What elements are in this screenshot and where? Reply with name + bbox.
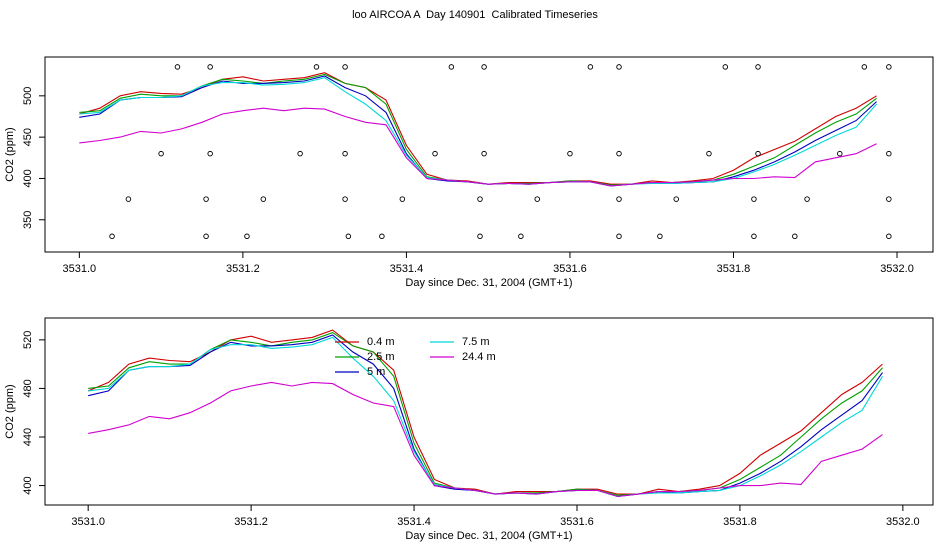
series-line bbox=[79, 75, 877, 187]
status-point bbox=[886, 233, 892, 240]
status-point bbox=[297, 150, 303, 157]
status-point bbox=[174, 64, 181, 70]
status-point bbox=[722, 64, 729, 70]
x-tick-label: 3531.0 bbox=[71, 516, 105, 528]
x-tick-label: 3531.8 bbox=[723, 516, 757, 528]
status-point bbox=[755, 150, 761, 157]
series-line bbox=[79, 77, 878, 187]
status-point bbox=[481, 150, 487, 157]
status-point bbox=[481, 64, 487, 70]
status-point bbox=[886, 64, 892, 70]
status-point bbox=[751, 233, 757, 240]
y-axis-title: CO2 (ppm) bbox=[4, 127, 16, 181]
status-point bbox=[342, 196, 348, 202]
x-tick-label: 3531.2 bbox=[226, 263, 260, 275]
status-point bbox=[861, 64, 868, 70]
status-point bbox=[260, 196, 267, 202]
y-tick-label: 400 bbox=[22, 169, 34, 187]
x-tick-label: 3532.0 bbox=[880, 263, 914, 275]
status-point bbox=[203, 233, 209, 240]
series-line bbox=[79, 107, 877, 187]
status-point bbox=[616, 233, 622, 240]
legend-label: 7.5 m bbox=[462, 336, 490, 348]
x-tick-label: 3531.8 bbox=[717, 263, 751, 275]
status-point bbox=[706, 150, 712, 157]
status-point bbox=[313, 64, 320, 70]
status-point bbox=[886, 150, 892, 157]
status-point bbox=[207, 64, 213, 70]
y-tick-label: 400 bbox=[22, 476, 34, 494]
y-axis-title: CO2 (ppm) bbox=[4, 384, 16, 438]
status-point bbox=[158, 150, 164, 157]
x-tick-label: 3531.0 bbox=[63, 263, 97, 275]
legend-label: 2.5 m bbox=[367, 351, 395, 363]
status-point bbox=[432, 150, 438, 157]
x-tick-label: 3531.2 bbox=[234, 516, 268, 528]
status-point bbox=[379, 233, 385, 240]
status-point bbox=[616, 196, 622, 202]
x-tick-label: 3531.4 bbox=[397, 516, 431, 528]
legend-label: 0.4 m bbox=[367, 336, 395, 348]
y-tick-label: 480 bbox=[22, 379, 34, 397]
status-point bbox=[399, 196, 406, 202]
status-point bbox=[342, 64, 348, 70]
status-point bbox=[125, 196, 132, 202]
status-point bbox=[804, 196, 810, 202]
x-axis-title: Day since Dec. 31, 2004 (GMT+1) bbox=[405, 277, 572, 289]
status-point bbox=[792, 233, 798, 240]
status-point bbox=[203, 196, 209, 202]
x-tick-label: 3531.6 bbox=[553, 263, 587, 275]
plot-box bbox=[44, 56, 934, 253]
status-point bbox=[886, 196, 892, 202]
status-point bbox=[837, 150, 843, 157]
status-point bbox=[244, 233, 250, 240]
y-tick-label: 500 bbox=[22, 87, 34, 105]
y-tick-label: 350 bbox=[22, 211, 34, 229]
status-point bbox=[518, 233, 524, 240]
status-point bbox=[567, 150, 573, 157]
status-point bbox=[477, 233, 483, 240]
status-point bbox=[616, 150, 622, 157]
status-point bbox=[755, 64, 761, 70]
y-tick-label: 450 bbox=[22, 128, 34, 146]
y-tick-label: 520 bbox=[22, 331, 34, 349]
y-tick-label: 440 bbox=[22, 428, 34, 446]
status-point bbox=[657, 233, 663, 240]
legend-label: 24.4 m bbox=[462, 351, 496, 363]
status-point bbox=[207, 150, 213, 157]
x-axis-title: Day since Dec. 31, 2004 (GMT+1) bbox=[405, 530, 572, 542]
status-point bbox=[534, 196, 540, 202]
x-tick-label: 3531.6 bbox=[560, 516, 594, 528]
x-tick-label: 3531.4 bbox=[390, 263, 424, 275]
status-point bbox=[616, 64, 622, 70]
status-point bbox=[342, 150, 348, 157]
series-line bbox=[88, 381, 883, 498]
status-point bbox=[751, 196, 757, 202]
status-point bbox=[448, 64, 455, 70]
status-point bbox=[109, 233, 115, 240]
status-point bbox=[477, 196, 483, 202]
status-point bbox=[673, 196, 679, 202]
series-line bbox=[87, 329, 883, 495]
legend-label: 5 m bbox=[367, 366, 385, 378]
status-point bbox=[587, 64, 594, 70]
chart-title: loo AIRCOA A Day 140901 Calibrated Times… bbox=[352, 9, 598, 21]
status-point bbox=[345, 233, 352, 240]
plot-box bbox=[44, 317, 934, 506]
x-tick-label: 3532.0 bbox=[886, 516, 920, 528]
